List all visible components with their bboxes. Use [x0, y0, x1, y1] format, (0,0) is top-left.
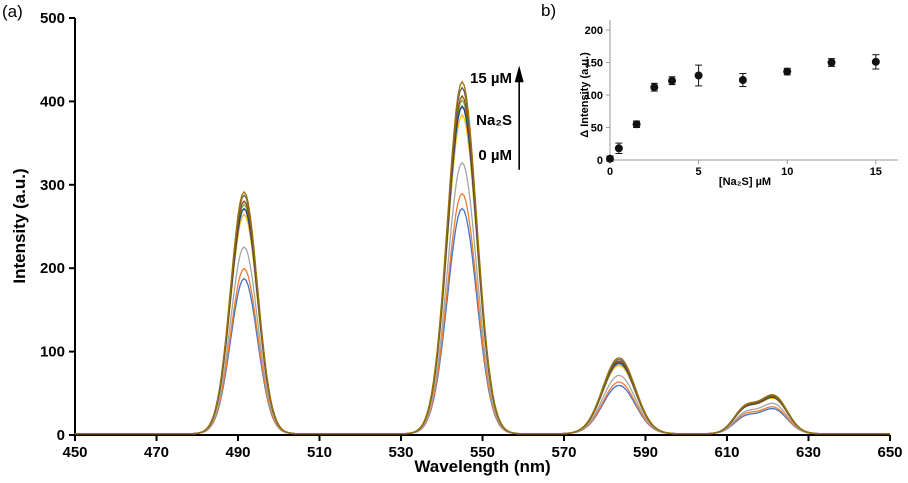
panel-a-label: (a): [2, 2, 23, 21]
main-x-tick-label: 590: [633, 444, 658, 461]
main-x-axis-title: Wavelength (nm): [414, 457, 551, 476]
main-y-tick-label: 400: [40, 93, 65, 110]
inset-x-tick-label: 15: [870, 166, 882, 178]
main-y-tick-label: 0: [57, 427, 65, 444]
panel-b-label: b): [541, 1, 557, 20]
data-point: [827, 58, 836, 67]
annotation-max-concentration: 15 µM: [470, 70, 512, 87]
data-point: [614, 144, 623, 153]
spectrum-curve: [75, 207, 890, 435]
spectrum-curve: [75, 86, 890, 435]
inset-y-tick-label: 100: [585, 90, 603, 102]
data-point: [738, 76, 747, 85]
main-y-tick-label: 500: [40, 10, 65, 27]
main-x-tick-label: 650: [877, 444, 902, 461]
main-x-tick-label: 450: [62, 444, 87, 461]
inset-y-axis-title: Δ Intensity (a.u.): [579, 52, 591, 138]
main-y-tick-label: 100: [40, 344, 65, 361]
data-point: [783, 67, 792, 76]
main-x-tick-label: 530: [388, 444, 413, 461]
main-y-tick-label: 200: [40, 260, 65, 277]
inset-y-tick-label: 200: [585, 25, 603, 37]
inset-x-tick-label: 5: [696, 166, 702, 178]
inset-y-tick-label: 50: [591, 123, 603, 135]
data-point: [632, 120, 641, 129]
spectrum-curve: [75, 80, 890, 435]
main-x-tick-label: 550: [470, 444, 495, 461]
data-point: [694, 71, 703, 80]
inset-y-tick-label: 0: [597, 155, 603, 167]
data-point: [606, 154, 614, 163]
main-x-tick-label: 490: [225, 444, 250, 461]
main-x-tick-label: 610: [714, 444, 739, 461]
inset-x-tick-label: 10: [781, 166, 793, 178]
inset-x-tick-label: 0: [607, 166, 613, 178]
main-x-tick-label: 470: [144, 444, 169, 461]
titration-arrow-head-icon: [514, 65, 524, 83]
data-point: [871, 57, 880, 66]
inset-y-tick-label: 150: [585, 58, 603, 70]
main-x-tick-label: 570: [551, 444, 576, 461]
main-x-tick-label: 630: [796, 444, 821, 461]
annotation-analyte: Na₂S: [476, 112, 512, 129]
data-point: [650, 83, 659, 92]
inset-x-axis-title: [Na₂S] µM: [718, 176, 772, 188]
main-y-axis-title: Intensity (a.u.): [10, 168, 29, 284]
spectrum-curve: [75, 161, 890, 435]
annotation-min-concentration: 0 µM: [478, 147, 512, 164]
main-x-tick-label: 510: [307, 444, 332, 461]
main-y-tick-label: 300: [40, 177, 65, 194]
data-point: [668, 76, 677, 85]
